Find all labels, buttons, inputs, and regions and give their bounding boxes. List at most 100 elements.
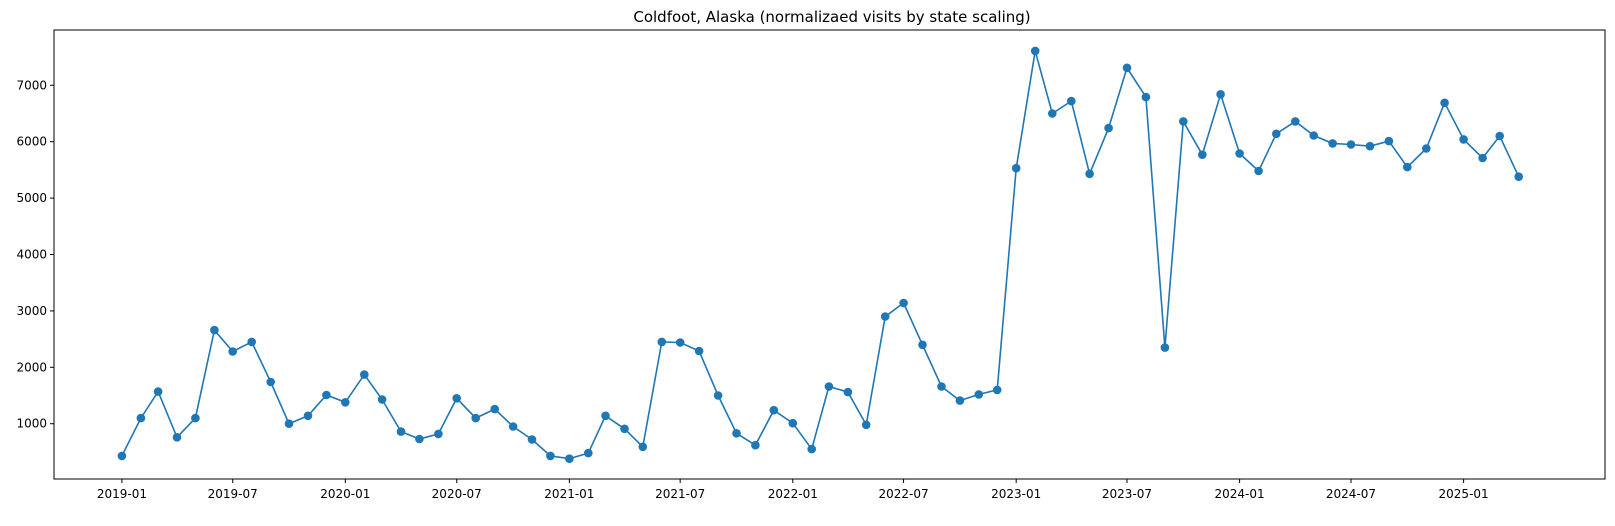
- x-tick-label: 2020-01: [320, 487, 370, 501]
- data-point: [1272, 129, 1281, 139]
- x-tick-label: 2023-01: [991, 487, 1041, 501]
- data-point: [880, 312, 890, 321]
- data-point: [769, 405, 779, 415]
- data-point: [713, 391, 723, 400]
- data-point: [341, 398, 350, 407]
- data-point: [527, 435, 537, 444]
- y-tick-label: 7000: [16, 78, 47, 92]
- data-point: [601, 411, 610, 421]
- data-point: [955, 396, 965, 405]
- data-point: [210, 325, 219, 335]
- y-axis: 1000 2000 3000 4000 5000 6000 7000: [16, 78, 54, 431]
- data-point: [992, 385, 1002, 395]
- data-point: [638, 442, 648, 452]
- data-point: [266, 377, 276, 387]
- data-point: [452, 394, 462, 403]
- data-point: [1384, 136, 1394, 146]
- data-point: [974, 390, 984, 399]
- y-tick-label: 5000: [16, 191, 47, 205]
- data-point: [1011, 163, 1021, 173]
- series-line: [121, 50, 1520, 460]
- data-point: [247, 337, 256, 347]
- x-tick-label: 2020-07: [432, 487, 482, 501]
- data-point: [1514, 172, 1523, 181]
- data-point: [1141, 92, 1151, 102]
- data-point: [377, 395, 387, 404]
- data-point: [937, 382, 946, 391]
- data-point: [788, 418, 798, 428]
- data-point: [1365, 141, 1375, 151]
- x-tick-label: 2024-07: [1326, 487, 1376, 501]
- data-point: [117, 451, 127, 461]
- data-point: [1403, 162, 1412, 172]
- data-point: [1179, 117, 1188, 126]
- x-tick-label: 2025-01: [1439, 487, 1489, 501]
- data-point: [1160, 343, 1170, 352]
- data-point: [136, 413, 146, 423]
- chart-title: Coldfoot, Alaska (normalizaed visits by …: [633, 8, 1030, 26]
- data-point: [694, 346, 704, 356]
- data-point: [471, 413, 481, 423]
- data-point: [153, 387, 163, 396]
- data-point: [396, 427, 406, 436]
- y-tick-label: 4000: [16, 248, 47, 262]
- data-point: [172, 433, 182, 442]
- y-tick-label: 2000: [16, 360, 47, 374]
- data-point: [1309, 131, 1318, 140]
- data-point: [360, 370, 369, 379]
- data-point: [918, 340, 927, 350]
- x-tick-label: 2019-07: [208, 487, 258, 501]
- data-point: [1122, 63, 1132, 73]
- data-point: [1478, 153, 1487, 163]
- data-point: [508, 422, 518, 431]
- data-point: [1346, 140, 1356, 149]
- data-point: [228, 347, 237, 356]
- y-tick-label: 3000: [16, 304, 47, 318]
- data-point: [1459, 135, 1468, 144]
- x-tick-label: 2024-01: [1215, 487, 1265, 501]
- x-tick-label: 2021-01: [544, 487, 594, 501]
- data-point: [1440, 98, 1449, 108]
- data-point: [1085, 169, 1094, 179]
- data-point: [620, 424, 629, 434]
- data-point: [1422, 144, 1431, 153]
- y-tick-label: 1000: [16, 417, 47, 431]
- plot-frame: [53, 29, 1606, 480]
- data-point: [490, 404, 500, 414]
- data-point: [751, 440, 760, 450]
- data-point: [415, 434, 424, 444]
- data-point: [434, 429, 443, 439]
- data-point: [899, 298, 908, 308]
- data-point: [824, 382, 834, 391]
- x-tick-label: 2022-01: [768, 487, 818, 501]
- data-point: [584, 448, 593, 458]
- data-point: [284, 419, 294, 429]
- data-point: [191, 413, 200, 423]
- data-point: [1198, 150, 1207, 159]
- x-tick-label: 2023-07: [1102, 487, 1152, 501]
- data-point: [303, 411, 313, 421]
- series-markers: [117, 46, 1523, 464]
- x-tick-label: 2022-07: [878, 487, 928, 501]
- data-point: [861, 420, 871, 430]
- x-axis: 2019-01 2019-07 2020-01 2020-07 2021-01 2021-…: [97, 479, 1489, 501]
- y-tick-label: 6000: [16, 135, 47, 149]
- data-point: [1254, 166, 1263, 176]
- data-point: [1104, 123, 1113, 133]
- data-point: [322, 390, 331, 400]
- data-point: [1048, 109, 1057, 118]
- data-point: [1328, 139, 1337, 148]
- data-point: [546, 451, 555, 461]
- data-point: [1067, 96, 1076, 106]
- data-point: [1216, 90, 1225, 99]
- data-point: [675, 338, 685, 347]
- data-point: [1030, 46, 1040, 56]
- data-point: [1291, 117, 1300, 126]
- data-point: [1495, 131, 1504, 141]
- data-point: [807, 444, 816, 454]
- x-tick-label: 2019-01: [97, 487, 147, 501]
- data-point: [843, 387, 853, 397]
- data-point: [732, 429, 741, 438]
- data-point: [657, 337, 667, 347]
